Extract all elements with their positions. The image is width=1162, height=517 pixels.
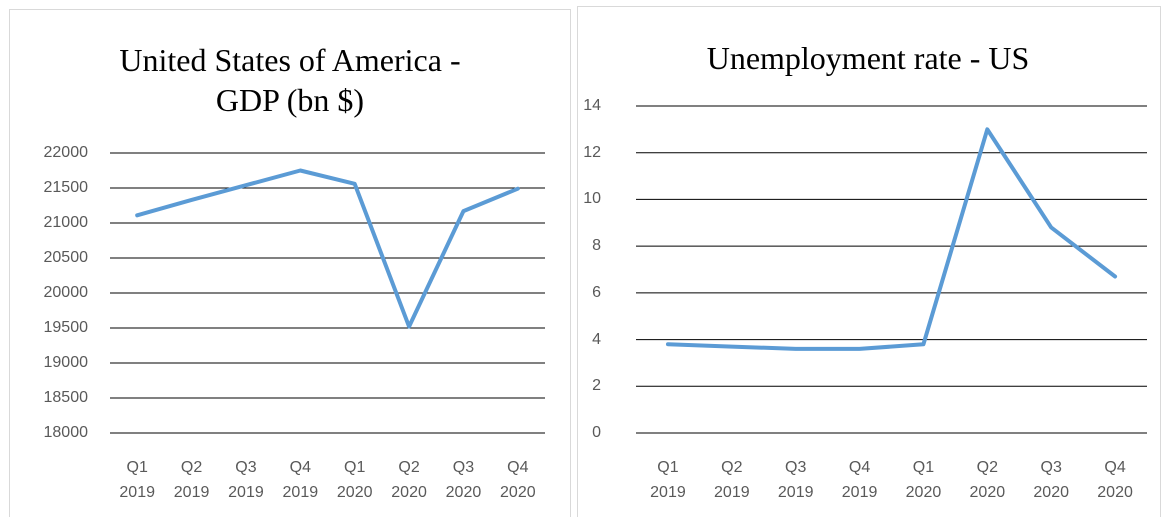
y-tick-label: 2 bbox=[592, 377, 601, 395]
chart-title: United States of America - GDP (bn $) bbox=[119, 42, 461, 118]
x-tick-label: Q1 2019 bbox=[650, 459, 686, 501]
x-tick-label: Q4 2019 bbox=[841, 459, 878, 501]
chart-panel bbox=[577, 6, 1161, 517]
y-tick-label: 19000 bbox=[43, 354, 89, 371]
x-tick-label: Q3 2019 bbox=[777, 459, 814, 501]
y-tick-label: 18000 bbox=[43, 424, 89, 441]
data-line bbox=[135, 168, 520, 329]
x-tick-label: Q4 2020 bbox=[500, 459, 536, 501]
x-tick-label: Q2 2019 bbox=[714, 459, 750, 501]
y-tick-label: 0 bbox=[592, 424, 601, 441]
y-tick-label: 6 bbox=[592, 283, 601, 301]
chart-title: Unemployment rate - US bbox=[706, 40, 1030, 76]
x-tick-label: Q3 2020 bbox=[445, 459, 482, 501]
y-tick-label: 20500 bbox=[43, 249, 89, 266]
x-tick-label: Q3 2020 bbox=[1033, 459, 1069, 501]
y-tick-label: 8 bbox=[592, 237, 601, 255]
y-tick-label: 12 bbox=[583, 143, 601, 161]
x-tick-label: Q1 2020 bbox=[336, 459, 373, 501]
x-tick-label: Q1 2020 bbox=[905, 459, 942, 501]
y-tick-label: 22000 bbox=[43, 144, 89, 161]
y-tick-label: 20000 bbox=[43, 284, 89, 301]
data-line bbox=[665, 127, 1118, 351]
y-tick-label: 18500 bbox=[43, 389, 89, 406]
x-tick-label: Q4 2019 bbox=[282, 459, 319, 501]
y-tick-label: 21500 bbox=[43, 179, 89, 196]
y-tick-label: 21000 bbox=[43, 214, 89, 231]
x-tick-label: Q1 2019 bbox=[119, 459, 155, 501]
x-tick-label: Q2 2020 bbox=[969, 459, 1006, 501]
x-tick-label: Q3 2019 bbox=[228, 459, 264, 501]
y-tick-label: 10 bbox=[583, 190, 601, 208]
x-tick-label: Q2 2019 bbox=[173, 459, 210, 501]
y-tick-label: 14 bbox=[583, 97, 601, 114]
chart-panel bbox=[9, 9, 571, 517]
y-tick-label: 4 bbox=[592, 330, 601, 348]
x-tick-label: Q2 2020 bbox=[391, 459, 427, 501]
x-tick-label: Q4 2020 bbox=[1097, 459, 1133, 501]
y-tick-label: 19500 bbox=[43, 319, 89, 336]
